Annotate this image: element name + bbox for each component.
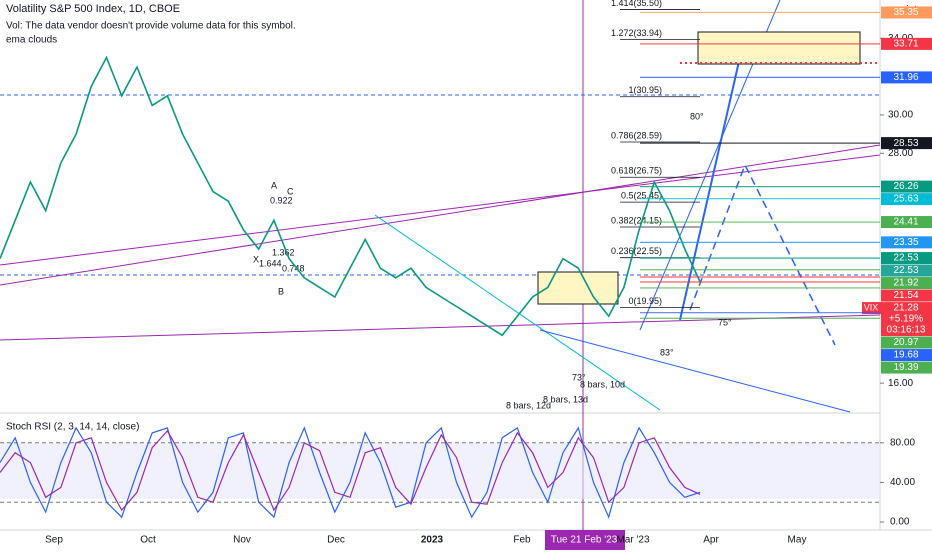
annotation: 0.922 <box>270 195 293 205</box>
trend-line <box>0 314 881 341</box>
symbol-tag-bg <box>862 302 881 315</box>
x-tick-label: Nov <box>233 535 251 546</box>
price-tag-bg <box>881 264 932 277</box>
indicator-title: Stoch RSI (2, 3, 14, 14, close) <box>6 422 139 433</box>
price-tag: 33.71 <box>893 39 918 50</box>
price-tag-bg <box>881 180 932 193</box>
annotation: 1.644 <box>259 258 282 268</box>
price-tag-bg <box>881 277 932 290</box>
price-tag: 21.92 <box>893 278 918 289</box>
price-tag-bg <box>881 71 932 84</box>
price-tag: 35.35 <box>893 7 918 18</box>
price-tag-bg <box>881 236 932 249</box>
trend-line <box>0 154 881 266</box>
price-tag: 19.39 <box>893 362 918 373</box>
price-tag-bg <box>881 252 932 265</box>
note: ema clouds <box>6 35 57 46</box>
price-tag-bg <box>881 216 932 229</box>
price-tag-bg <box>881 336 932 349</box>
fib-label: 0.5(25.45) <box>621 191 662 201</box>
price-tag: 21.28 <box>893 303 918 314</box>
fib-label: 0(19.95) <box>628 296 662 306</box>
stoch-line <box>0 426 701 519</box>
price-tag-bg <box>881 137 932 150</box>
price-tag: 31.96 <box>893 72 918 83</box>
x-tick-label: Mar '23 <box>616 535 649 546</box>
stoch-line <box>0 429 701 512</box>
annotation: C <box>287 186 294 196</box>
trend-line <box>539 329 851 413</box>
annotation: 0.748 <box>282 263 305 273</box>
annotation: 83° <box>660 347 674 357</box>
annotation: X <box>253 254 259 264</box>
countdown: 03:16:13 <box>887 325 926 336</box>
fib-label: 0.236(22.55) <box>611 246 662 256</box>
trend-line <box>0 144 881 286</box>
price-tag: 23.35 <box>893 237 918 248</box>
price-tag: 28.53 <box>893 138 918 149</box>
trend-line <box>374 214 661 411</box>
x-tick-label: Oct <box>140 535 156 546</box>
price-line <box>0 55 701 337</box>
annotation: 75° <box>718 317 732 327</box>
annotation: 73° <box>572 372 586 382</box>
y-tick-label: 30.00 <box>888 110 913 121</box>
annotation: 8 bars, 10d <box>580 379 625 389</box>
x-tick-label: Sep <box>45 535 63 546</box>
price-tag: 20.97 <box>893 337 918 348</box>
range-box <box>537 271 619 305</box>
fib-label: 1.414(35.50) <box>611 0 662 8</box>
price-tag-bg <box>881 6 932 19</box>
price-tag-bg <box>881 361 932 374</box>
x-tick-label: Feb <box>513 535 531 546</box>
change: +5.19% <box>889 314 923 325</box>
annotation: B <box>278 286 284 296</box>
x-tick-label: 2023 <box>421 535 444 546</box>
annotation: 8 bars, 13d <box>543 394 588 404</box>
x-tick-label: Dec <box>327 535 345 546</box>
price-tag-bg <box>881 349 932 362</box>
price-tag-bg <box>881 289 932 302</box>
annotation: A <box>271 180 277 190</box>
y-tick-label: 16.00 <box>888 378 913 389</box>
price-tag: 24.41 <box>893 217 918 228</box>
y-tick-label: 28.00 <box>888 148 913 159</box>
x-tick-label: Tue 21 Feb '23 <box>551 535 618 546</box>
y-tick-label: 40.00 <box>890 477 915 488</box>
y-tick-label: 0.00 <box>890 517 910 528</box>
crosshair-date-bg <box>545 530 625 550</box>
y-tick-label: 80.00 <box>890 437 915 448</box>
annotation: 1.362 <box>272 247 295 257</box>
rsi-band <box>0 443 880 499</box>
x-tick-label: May <box>788 535 807 546</box>
annotation: 80° <box>690 111 704 121</box>
price-tag: 22.53 <box>893 253 918 264</box>
target-box <box>697 31 861 65</box>
x-tick-label: Apr <box>703 535 719 546</box>
price-tag: 25.63 <box>893 194 918 205</box>
price-tag: 22.53 <box>893 265 918 276</box>
price-tag: 26.26 <box>893 181 918 192</box>
price-tag-bg <box>881 37 932 50</box>
fib-label: 1.272(33.94) <box>611 28 662 38</box>
annotation: 8 bars, 12d <box>506 400 551 410</box>
price-tag: 19.68 <box>893 350 918 361</box>
price-tag-bg <box>881 302 932 337</box>
fib-label: 0.382(24.15) <box>611 215 662 225</box>
symbol-tag: VIX <box>864 302 879 312</box>
title: Volatility S&P 500 Index, 1D, CBOE <box>6 3 180 15</box>
note: Vol: The data vendor doesn't provide vol… <box>6 21 296 32</box>
projection-arrow <box>679 34 746 321</box>
fib-label: 0.618(26.75) <box>611 166 662 176</box>
fib-label: 1(30.95) <box>628 85 662 95</box>
fib-label: 0.786(28.59) <box>611 130 662 140</box>
price-tag-bg <box>881 193 932 206</box>
projection-path <box>689 163 836 346</box>
price-tag: 21.54 <box>893 290 918 301</box>
